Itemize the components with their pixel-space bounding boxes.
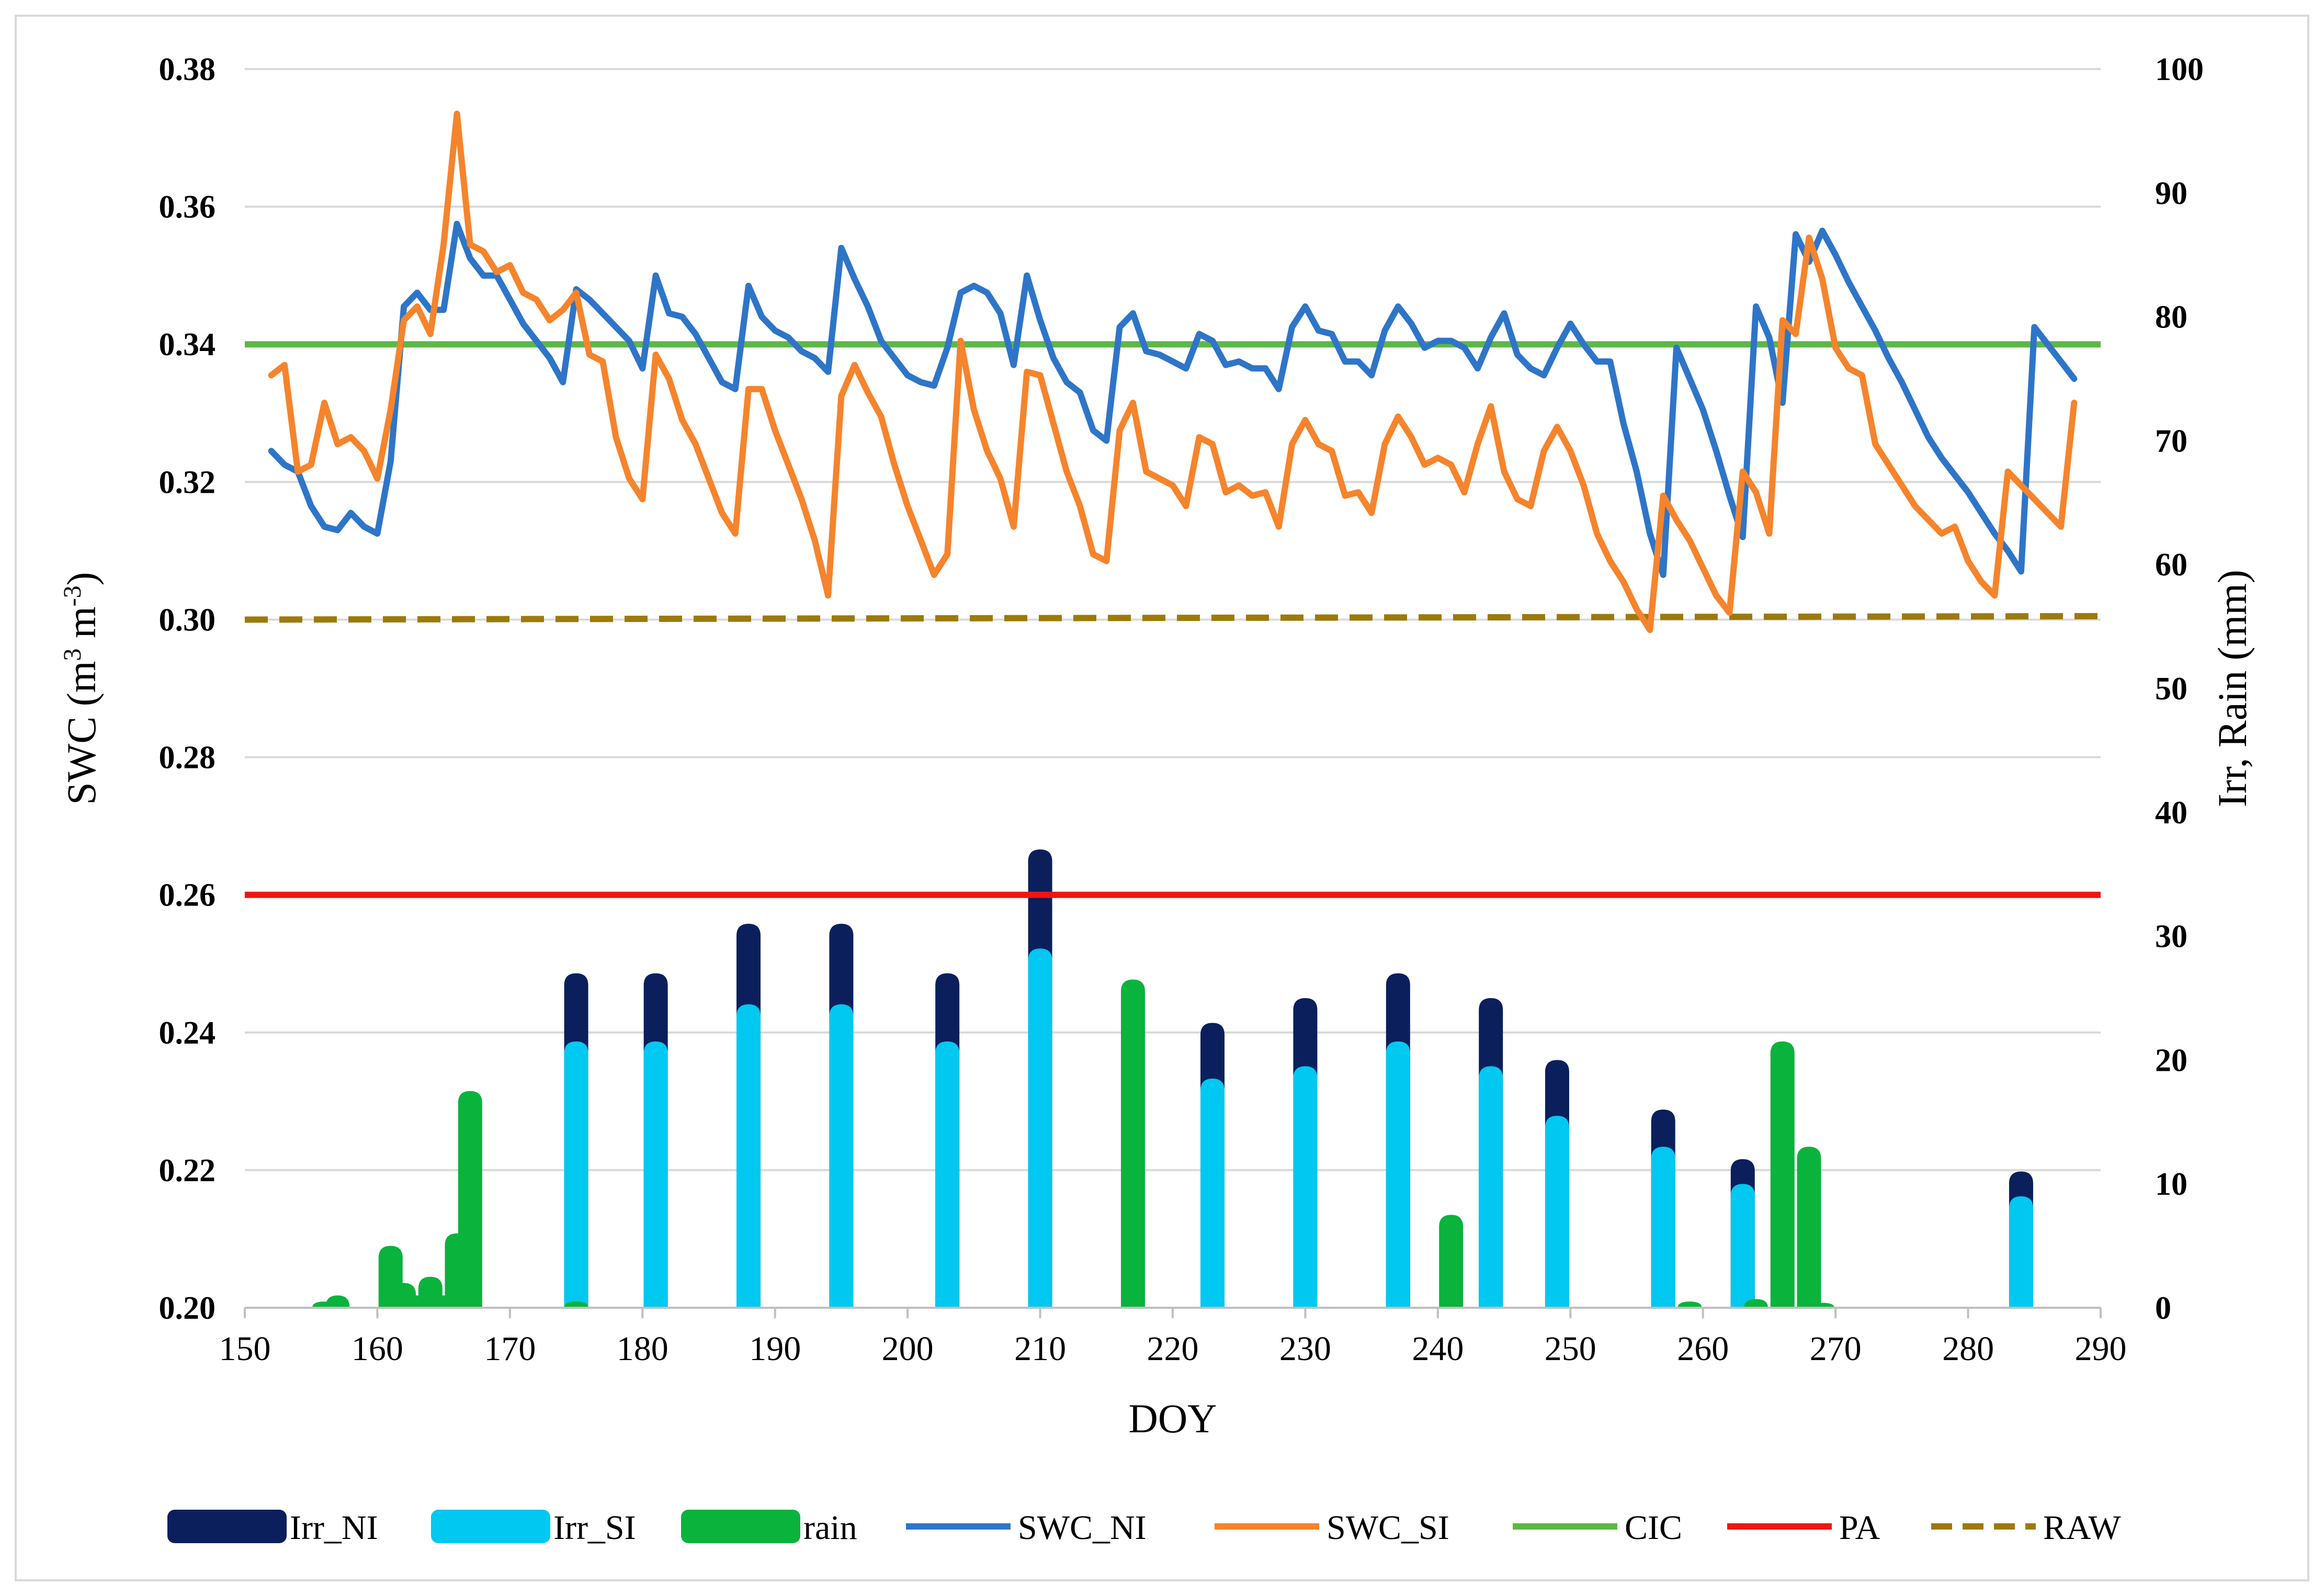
bar-rain [325,1295,350,1308]
y-left-tick-label: 0.34 [159,327,216,363]
x-tick-label: 250 [1545,1330,1596,1368]
line-swc-ni [268,221,2078,578]
legend-label-swc-ni: SWC_NI [1018,1509,1147,1547]
bar-irr-si [643,1041,668,1308]
y-right-tick-label: 50 [2155,671,2187,707]
bar-rain [1677,1301,1702,1308]
y-left-tick-label: 0.36 [159,189,216,225]
left-y-title-part3: ) [59,572,104,585]
legend-label-pa: PA [1839,1509,1880,1547]
y-right-tick-label: 90 [2155,176,2187,211]
bar-irr-si [829,1004,854,1308]
bar-irr-si [1730,1184,1755,1308]
bar-rain [1120,979,1145,1308]
y-right-tick-label: 30 [2155,919,2187,955]
bar-irr-si [736,1004,761,1308]
bar-rain [1797,1147,1821,1308]
bar-irr-si [1545,1115,1569,1308]
y-right-tick-label: 20 [2155,1043,2187,1078]
axes [244,1307,2102,1318]
x-tick-label: 210 [1014,1330,1066,1368]
bar-irr-si [1028,948,1052,1308]
y-left-tick-label: 0.38 [159,52,216,87]
legend-label-raw: RAW [2043,1509,2121,1547]
x-tick-label: 260 [1677,1330,1729,1368]
tick-labels: 0.20 0.22 0.24 0.26 0.28 0.30 0.32 0.34 0.36 0.38… [159,52,2204,1368]
legend-swatch-irr-si [431,1510,550,1543]
line-swc-si [268,110,2078,633]
bar-irr-si [2009,1196,2033,1308]
x-tick-label: 180 [617,1330,668,1368]
y-right-tick-label: 60 [2155,547,2187,583]
y-left-tick-label: 0.30 [159,602,216,638]
reference-lines [244,341,2101,898]
y-right-tick-label: 80 [2155,300,2187,335]
bar-irr-si [1479,1066,1503,1308]
y-right-tick-label: 0 [2155,1291,2171,1326]
left-y-title-part2: m [59,606,104,648]
x-tick-label: 240 [1412,1330,1464,1368]
bar-rain [1744,1299,1768,1308]
x-tick-label: 150 [219,1330,271,1368]
x-tick-label: 190 [749,1330,801,1368]
chart-frame: 0.20 0.22 0.24 0.26 0.28 0.30 0.32 0.34 0.36 0.38… [15,15,2309,1581]
left-y-axis-title: SWC (m3 m-3) [59,572,104,805]
right-y-axis-title: Irr, Rain (mm) [2209,570,2255,807]
legend-label-irr-si: Irr_SI [553,1509,636,1547]
y-right-tick-label: 70 [2155,423,2187,459]
legend-label-irr-ni: Irr_NI [290,1509,378,1547]
x-tick-label: 290 [2075,1330,2127,1368]
left-y-title-sup1: 3 [59,648,86,661]
x-axis-title: DOY [1129,1396,1217,1441]
y-left-tick-label: 0.28 [159,740,216,776]
bar-irr-si [935,1041,960,1308]
bar-rain [1770,1041,1795,1308]
y-right-tick-label: 10 [2155,1167,2187,1202]
chart: 0.20 0.22 0.24 0.26 0.28 0.30 0.32 0.34 0.36 0.38… [59,52,2255,1547]
y-left-tick-label: 0.22 [159,1153,216,1188]
y-left-tick-label: 0.32 [159,465,216,500]
bar-irr-si [1293,1066,1318,1308]
x-tick-label: 170 [484,1330,536,1368]
y-left-tick-label: 0.20 [159,1291,216,1326]
x-tick-label: 280 [1942,1330,1994,1368]
legend-label-cic: CIC [1625,1509,1682,1547]
legend-label-rain: rain [803,1509,857,1547]
x-tick-label: 220 [1147,1330,1199,1368]
bar-irr-si [1651,1147,1675,1308]
bar-rain [1439,1215,1464,1308]
x-tick-label: 160 [352,1330,403,1368]
legend-swatch-irr-ni [167,1510,287,1543]
x-tick-label: 200 [882,1330,934,1368]
line-series [268,110,2078,633]
y-left-tick-label: 0.26 [159,878,216,913]
legend-label-swc-si: SWC_SI [1327,1509,1449,1547]
x-tick-label: 230 [1279,1330,1331,1368]
bar-irr-si [1386,1041,1410,1308]
bar-irr-si [1200,1078,1225,1308]
bar-rain [564,1301,588,1308]
bar-series [312,849,2033,1308]
y-left-tick-label: 0.24 [159,1015,216,1051]
y-right-tick-label: 100 [2155,52,2204,87]
bar-rain [1810,1303,1834,1308]
y-right-tick-label: 40 [2155,795,2187,831]
bar-rain [458,1091,482,1308]
legend-swatch-rain [681,1510,800,1543]
x-tick-label: 270 [1810,1330,1862,1368]
legend: Irr_NI Irr_SI rain SWC_NI SWC_SI CIC PA RAW [167,1509,2121,1547]
left-y-title-part1: SWC (m [59,661,104,805]
bar-irr-si [564,1041,588,1308]
left-y-title-sup2: -3 [59,585,86,606]
